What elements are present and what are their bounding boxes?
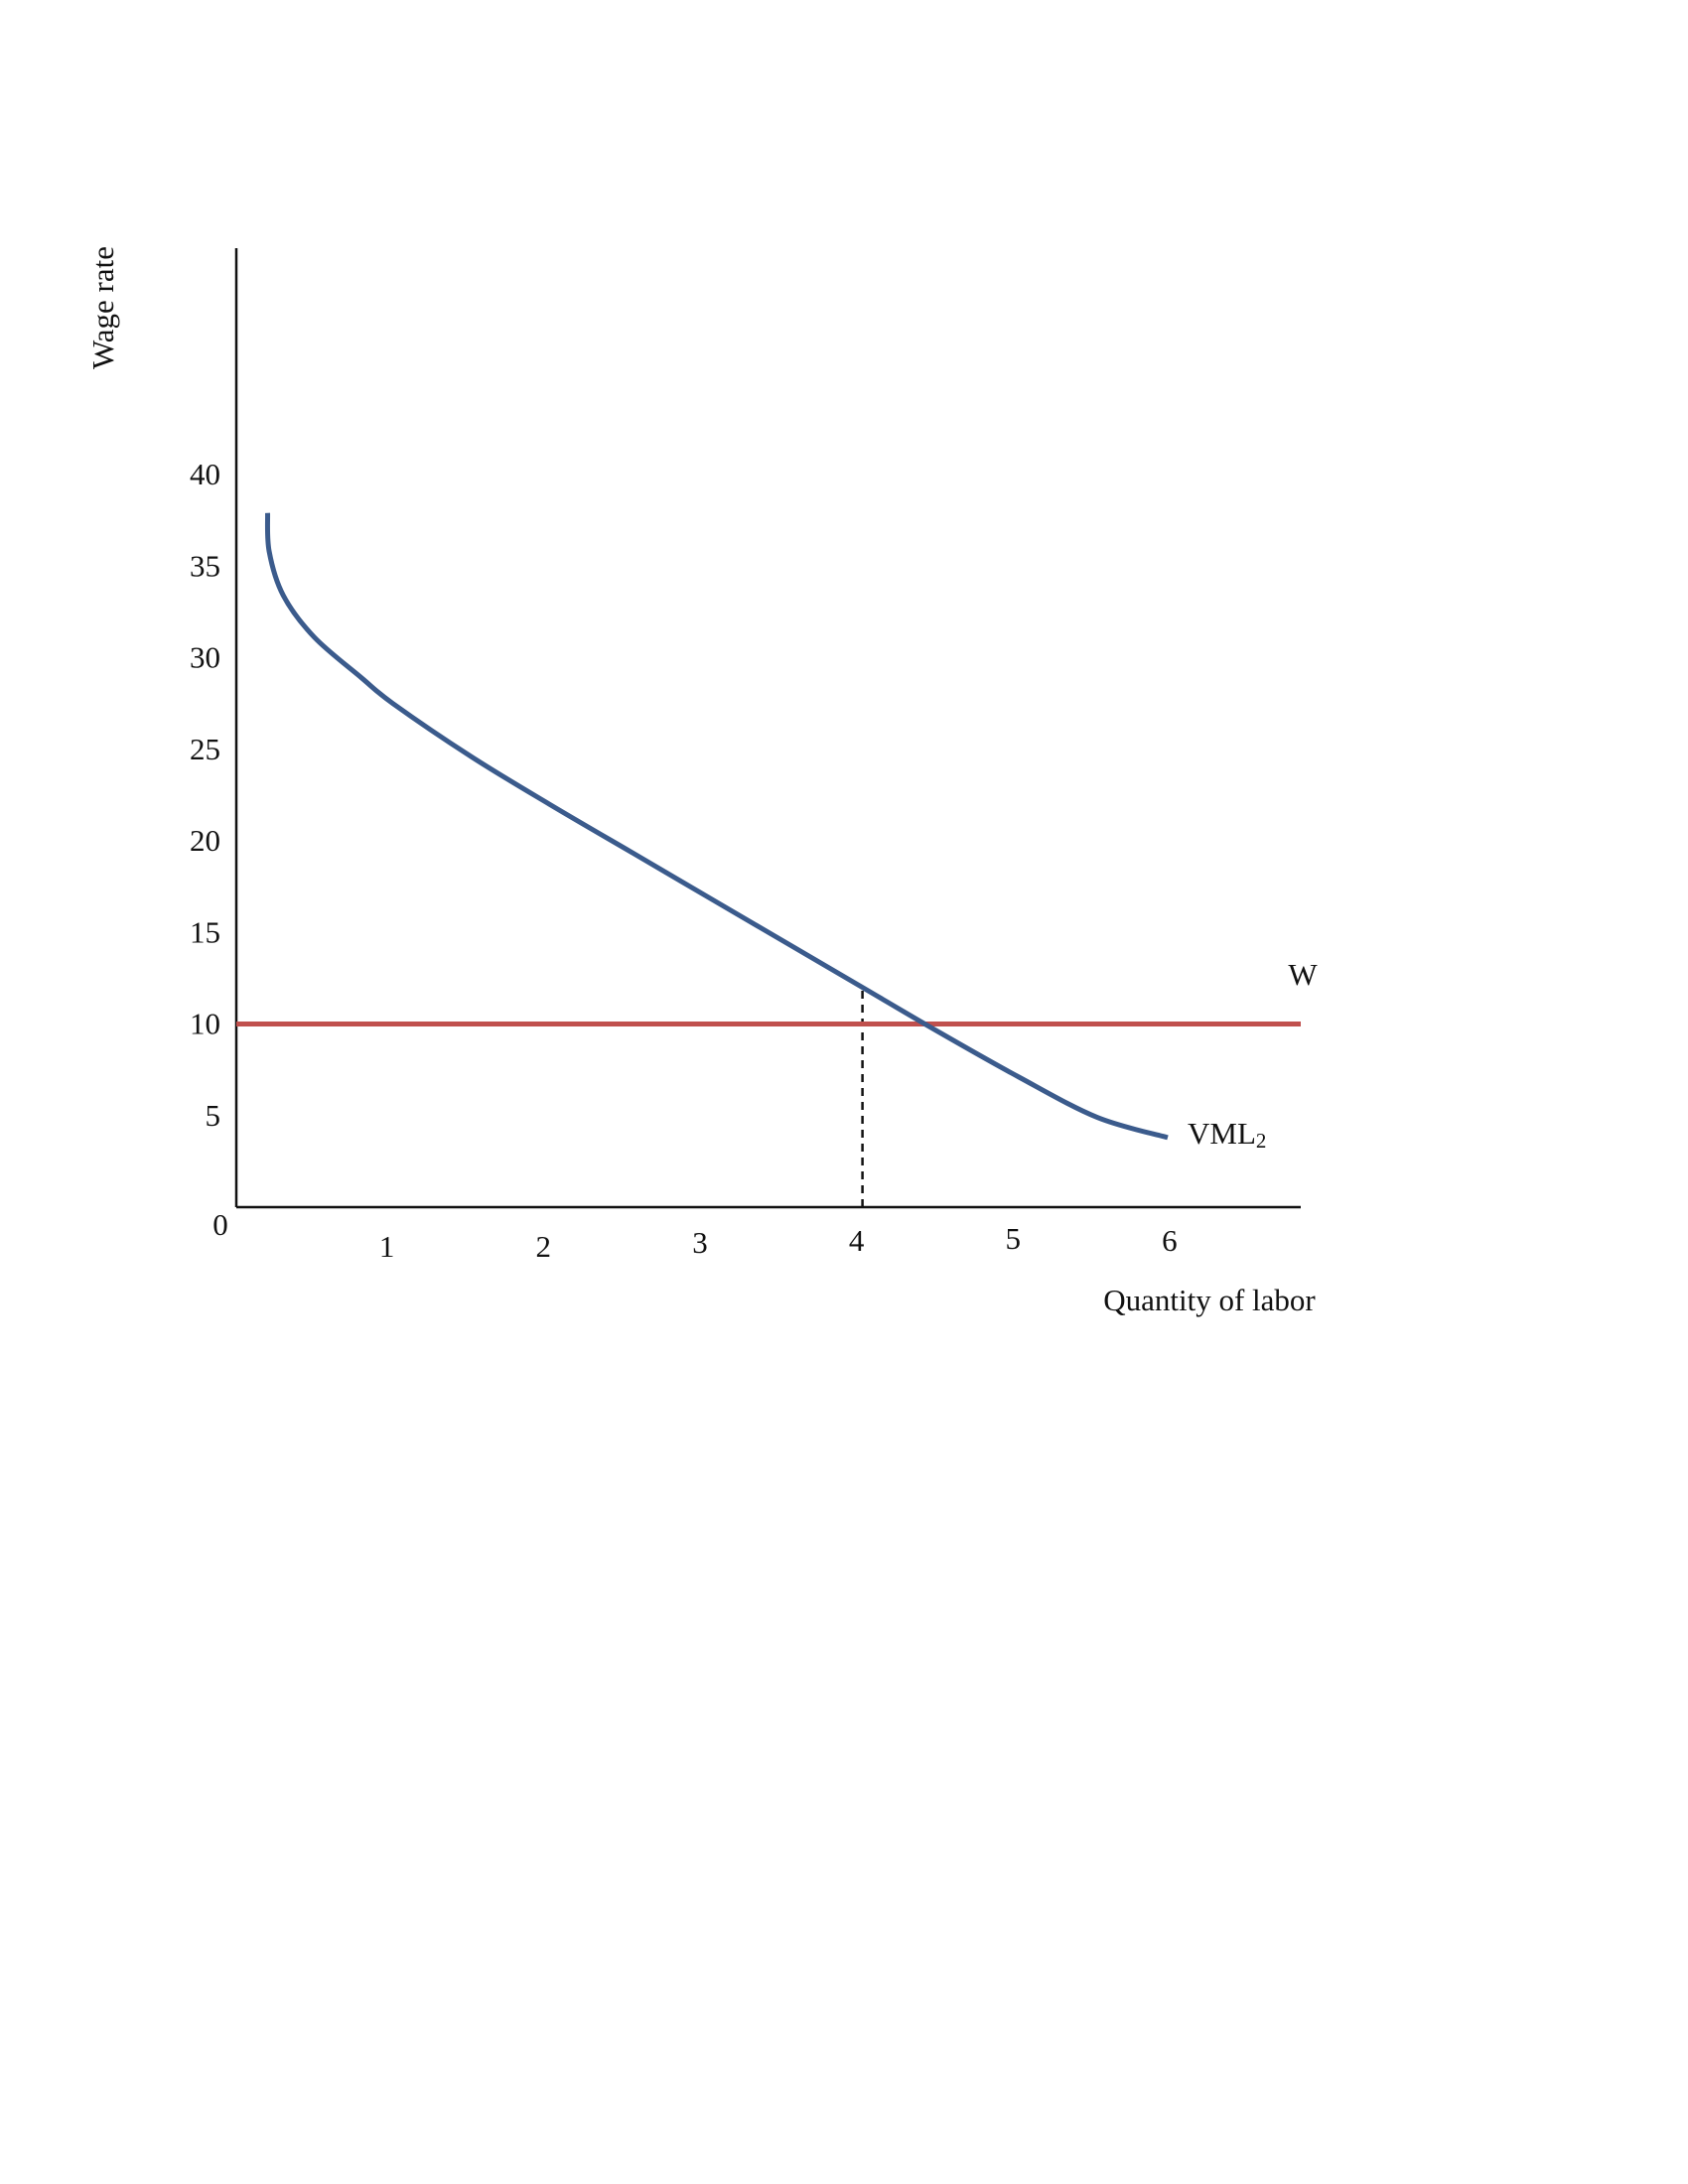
y-tick-label: 25 (190, 732, 220, 766)
y-tick-label: 20 (190, 823, 220, 858)
y-tick-label: 40 (190, 457, 220, 491)
y-axis-title: Wage rate (85, 246, 120, 369)
origin-label: 0 (212, 1207, 228, 1242)
x-tick-label: 1 (379, 1229, 395, 1264)
x-axis-title: Quantity of labor (1103, 1283, 1316, 1317)
vml-label-subscript: 2 (1256, 1129, 1267, 1153)
w-series-label: W (1288, 957, 1318, 992)
x-tick-label: 3 (692, 1225, 708, 1260)
tick-labels: 1 2 3 4 5 6 5 10 15 20 25 30 35 40 (190, 457, 1178, 1264)
y-tick-label: 5 (206, 1098, 221, 1133)
x-tick-label: 2 (536, 1229, 552, 1264)
x-tick-label: 6 (1162, 1223, 1178, 1258)
y-tick-label: 10 (190, 1007, 220, 1041)
x-tick-label: 4 (849, 1223, 865, 1258)
y-tick-label: 30 (190, 640, 220, 675)
x-tick-label: 5 (1005, 1221, 1021, 1256)
axes (234, 248, 1301, 1209)
y-tick-label: 35 (190, 548, 220, 583)
y-tick-label: 15 (190, 914, 220, 949)
vml-series-label: VML2 (1188, 1116, 1266, 1153)
labels: Wage rate Quantity of labor 0 W VML2 (85, 246, 1318, 1317)
series-lines (236, 512, 1301, 1141)
vml-label-main: VML (1188, 1116, 1256, 1151)
series-line-vml (264, 512, 1169, 1141)
